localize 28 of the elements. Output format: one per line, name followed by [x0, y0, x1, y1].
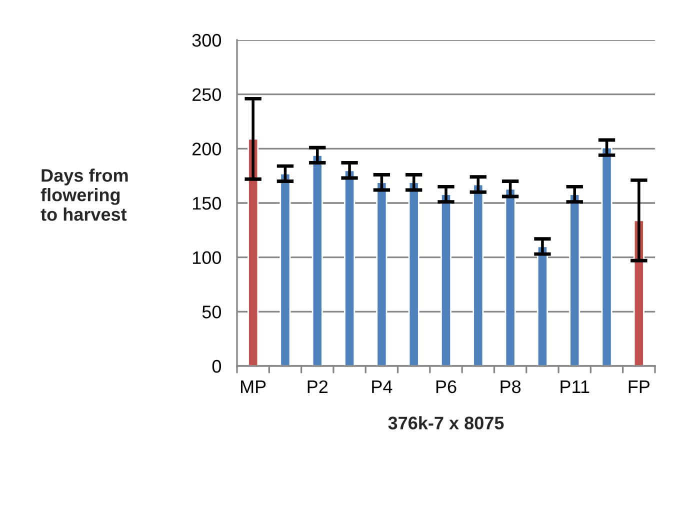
x-tick-label: P6	[436, 380, 456, 394]
x-tick-label: P11	[560, 380, 590, 393]
bar	[312, 154, 323, 366]
y-tick-label: 50	[202, 306, 222, 318]
bar	[536, 246, 548, 366]
x-tick-label: FP	[628, 380, 650, 393]
bar	[280, 172, 291, 366]
bar	[440, 194, 452, 366]
bar	[248, 138, 259, 366]
x-tick-label: P4	[372, 380, 392, 393]
y-tick-label: 300	[192, 34, 222, 47]
y-tick-label: 250	[192, 88, 222, 102]
bar	[601, 146, 612, 366]
y-tick-label: 150	[192, 196, 222, 210]
bar	[569, 194, 580, 366]
y-tick-label: 200	[192, 142, 222, 156]
x-tick-label: MP	[241, 380, 266, 393]
y-axis-title: Days from flowering to harvest	[40, 168, 128, 221]
y-tick-label: 100	[192, 251, 222, 264]
x-axis-title: 376k-7 x 8075	[388, 416, 504, 430]
bar	[344, 170, 356, 366]
y-tick-label: 0	[212, 360, 222, 373]
bar	[408, 182, 420, 366]
bar	[472, 184, 484, 366]
bar	[504, 188, 516, 366]
x-tick-label: P2	[308, 380, 328, 393]
bar	[376, 182, 388, 366]
x-tick-label: P8	[500, 380, 521, 394]
